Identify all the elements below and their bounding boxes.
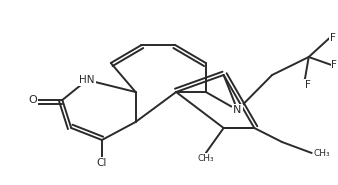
Text: F: F [332,60,337,70]
Text: N: N [233,105,242,115]
Text: CH₃: CH₃ [197,154,214,163]
Text: CH₃: CH₃ [314,149,330,157]
Text: F: F [330,33,335,43]
Text: HN: HN [79,75,95,85]
Text: O: O [28,95,37,105]
Text: F: F [305,80,311,90]
Text: Cl: Cl [97,158,107,168]
